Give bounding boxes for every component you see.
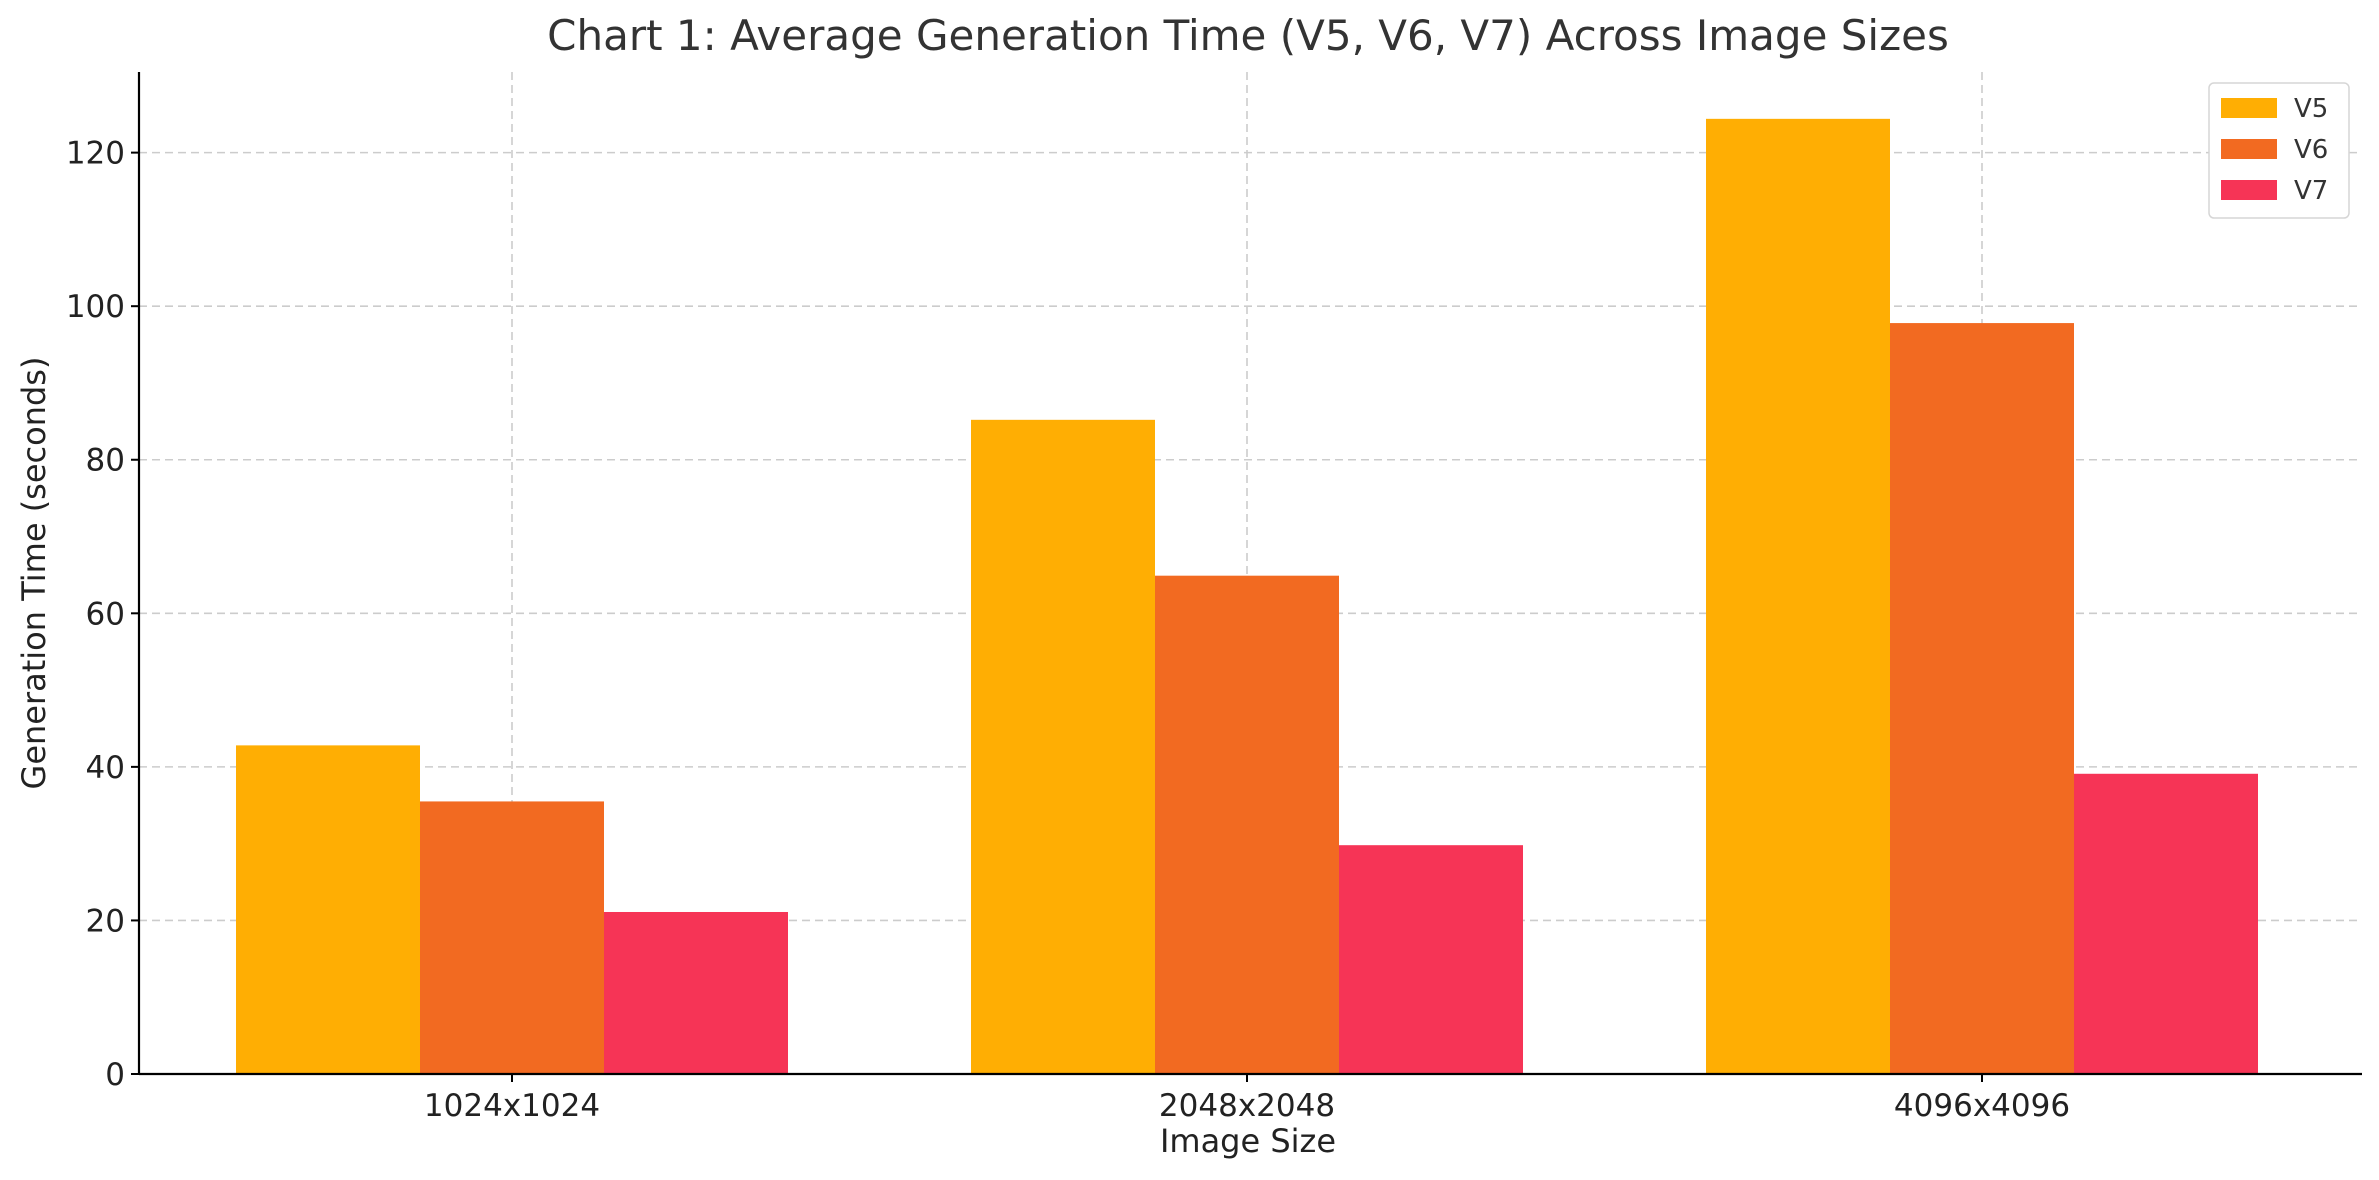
y-axis-label: Generation Time (seconds) (15, 357, 53, 790)
axes (137, 72, 2362, 1076)
y-tick-label: 0 (105, 1057, 125, 1093)
bar-v7-4096x4096 (2074, 773, 2258, 1074)
legend-label-v5: V5 (2294, 94, 2328, 124)
x-axis-label: Image Size (1160, 1122, 1336, 1160)
bar-v7-2048x2048 (1339, 845, 1523, 1074)
x-tick-label: 2048x2048 (1159, 1088, 1335, 1124)
bar-v5-2048x2048 (971, 419, 1155, 1074)
y-tick-label: 60 (86, 596, 125, 632)
legend-swatch-v7 (2221, 180, 2277, 200)
bar-v5-1024x1024 (236, 745, 420, 1074)
y-tick-label: 20 (86, 903, 125, 939)
legend: V5 V6 V7 (2208, 82, 2350, 219)
x-tick-label: 1024x1024 (424, 1088, 600, 1124)
legend-swatch-v6 (2221, 139, 2277, 159)
legend-label-v7: V7 (2294, 176, 2328, 206)
legend-swatch-v5 (2221, 98, 2277, 118)
x-tick-label: 4096x4096 (1894, 1088, 2070, 1124)
bars (236, 118, 2258, 1074)
y-tick-label: 120 (66, 136, 125, 172)
bar-v6-2048x2048 (1155, 575, 1339, 1074)
ticks: 0 20 40 60 80 100 120 1024x1024 2048x2048 4096x40… (66, 136, 2070, 1124)
y-tick-label: 80 (86, 443, 125, 479)
legend-label-v6: V6 (2294, 135, 2328, 165)
bar-v6-4096x4096 (1890, 323, 2074, 1074)
bar-v7-1024x1024 (604, 911, 788, 1074)
chart-title: Chart 1: Average Generation Time (V5, V6… (547, 11, 1949, 60)
y-tick-label: 40 (86, 750, 125, 786)
y-tick-label: 100 (66, 289, 125, 325)
bar-v6-1024x1024 (420, 801, 604, 1074)
bar-v5-4096x4096 (1706, 118, 1890, 1074)
